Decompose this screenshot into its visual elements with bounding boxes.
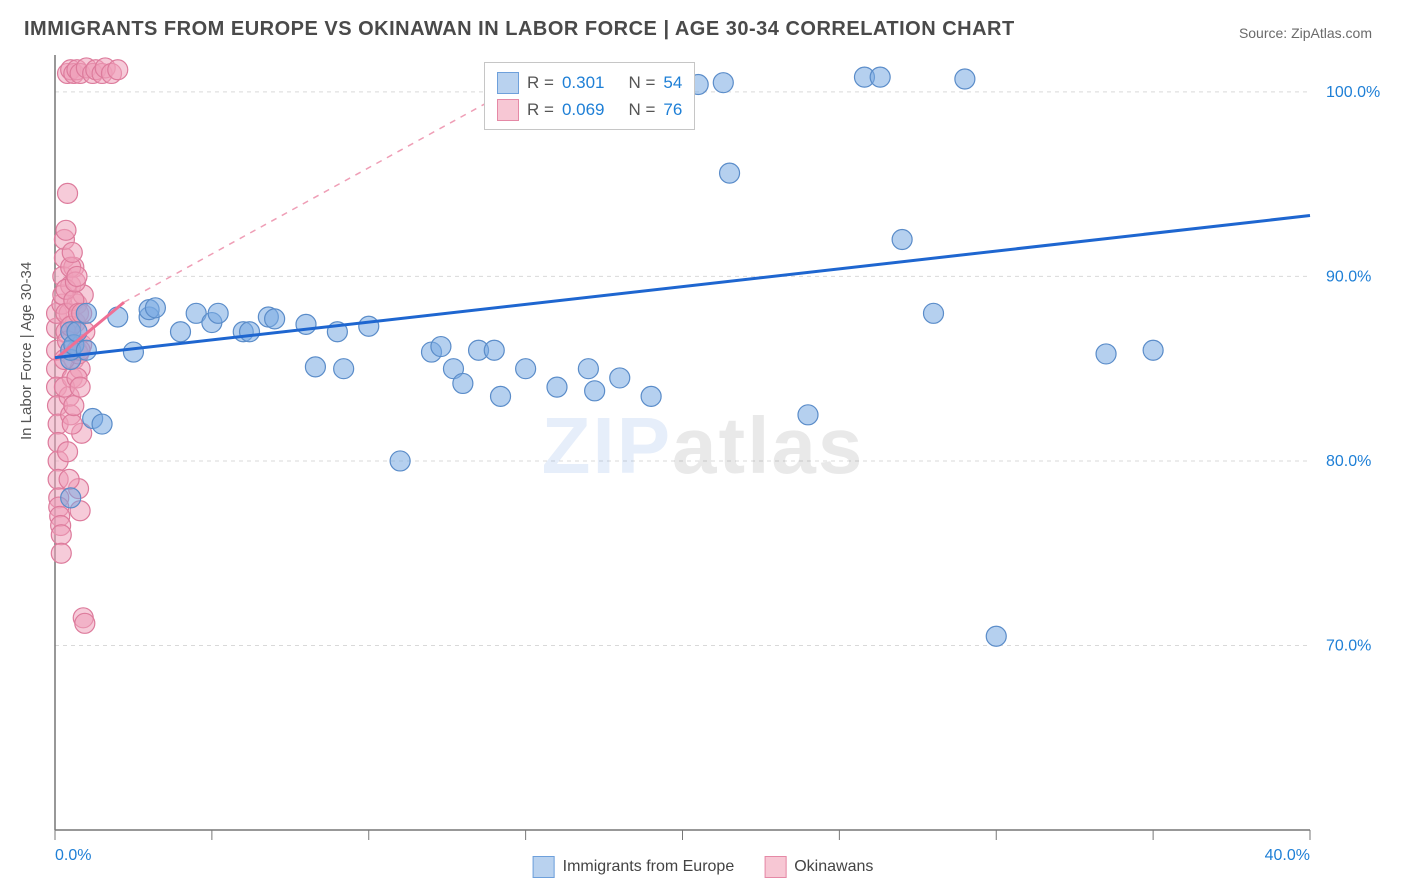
europe-point	[265, 309, 285, 329]
legend-swatch-europe	[497, 72, 519, 94]
series-legend: Immigrants from Europe Okinawans	[533, 856, 874, 878]
y-tick-label: 100.0%	[1326, 84, 1380, 101]
europe-point	[76, 340, 96, 360]
europe-point	[892, 230, 912, 250]
europe-point	[924, 303, 944, 323]
stat-r-label: R =	[527, 96, 554, 123]
europe-point	[240, 322, 260, 342]
europe-point	[585, 381, 605, 401]
europe-point	[1143, 340, 1163, 360]
europe-point	[870, 67, 890, 87]
europe-point	[720, 163, 740, 183]
legend-swatch-okinawa	[497, 99, 519, 121]
y-tick-label: 90.0%	[1326, 268, 1371, 285]
okinawa-point	[70, 377, 90, 397]
stat-r-label: R =	[527, 69, 554, 96]
europe-point	[610, 368, 630, 388]
okinawa-point	[108, 60, 128, 80]
series-legend-item: Okinawans	[764, 856, 873, 878]
stats-legend-row: R = 0.069 N = 76	[497, 96, 682, 123]
okinawa-point	[64, 396, 84, 416]
europe-point	[955, 69, 975, 89]
europe-point	[305, 357, 325, 377]
x-tick-label: 40.0%	[1265, 847, 1310, 864]
series-legend-item: Immigrants from Europe	[533, 856, 735, 878]
europe-point	[516, 359, 536, 379]
y-tick-label: 80.0%	[1326, 453, 1371, 470]
europe-point	[76, 303, 96, 323]
europe-point	[1096, 344, 1116, 364]
europe-point	[359, 316, 379, 336]
series-label: Okinawans	[794, 858, 873, 876]
europe-point	[578, 359, 598, 379]
europe-point	[334, 359, 354, 379]
okinawa-point	[62, 242, 82, 262]
europe-point	[390, 451, 410, 471]
x-tick-label: 0.0%	[55, 847, 91, 864]
europe-point	[123, 342, 143, 362]
europe-point	[171, 322, 191, 342]
okinawa-point	[51, 525, 71, 545]
europe-point	[484, 340, 504, 360]
stat-n-label: N =	[628, 69, 655, 96]
okinawa-point	[62, 414, 82, 434]
stat-n-value: 76	[663, 96, 682, 123]
europe-point	[798, 405, 818, 425]
europe-point	[67, 322, 87, 342]
legend-swatch-okinawa	[764, 856, 786, 878]
okinawa-point	[75, 613, 95, 633]
europe-point	[61, 488, 81, 508]
okinawa-point	[51, 543, 71, 563]
okinawa-point	[58, 442, 78, 462]
europe-point	[986, 626, 1006, 646]
europe-point	[208, 303, 228, 323]
stats-legend-row: R = 0.301 N = 54	[497, 69, 682, 96]
stat-r-value: 0.301	[562, 69, 605, 96]
europe-point	[145, 298, 165, 318]
scatter-chart: 70.0% 80.0% 90.0% 100.0% 0.0% 40.0%	[0, 0, 1406, 892]
stat-n-label: N =	[628, 96, 655, 123]
europe-point	[547, 377, 567, 397]
y-tick-label: 70.0%	[1326, 637, 1371, 654]
europe-point	[641, 386, 661, 406]
chart-container: IMMIGRANTS FROM EUROPE VS OKINAWAN IN LA…	[0, 0, 1406, 892]
stats-legend: R = 0.301 N = 54 R = 0.069 N = 76	[484, 62, 695, 130]
europe-point	[453, 373, 473, 393]
europe-point	[491, 386, 511, 406]
legend-swatch-europe	[533, 856, 555, 878]
okinawa-point	[67, 266, 87, 286]
series-label: Immigrants from Europe	[563, 858, 735, 876]
europe-point	[431, 337, 451, 357]
okinawa-point	[56, 220, 76, 240]
okinawa-point	[59, 469, 79, 489]
stat-n-value: 54	[663, 69, 682, 96]
europe-point	[108, 307, 128, 327]
okinawa-point	[58, 183, 78, 203]
stat-r-value: 0.069	[562, 96, 605, 123]
europe-point	[713, 73, 733, 93]
europe-point	[92, 414, 112, 434]
